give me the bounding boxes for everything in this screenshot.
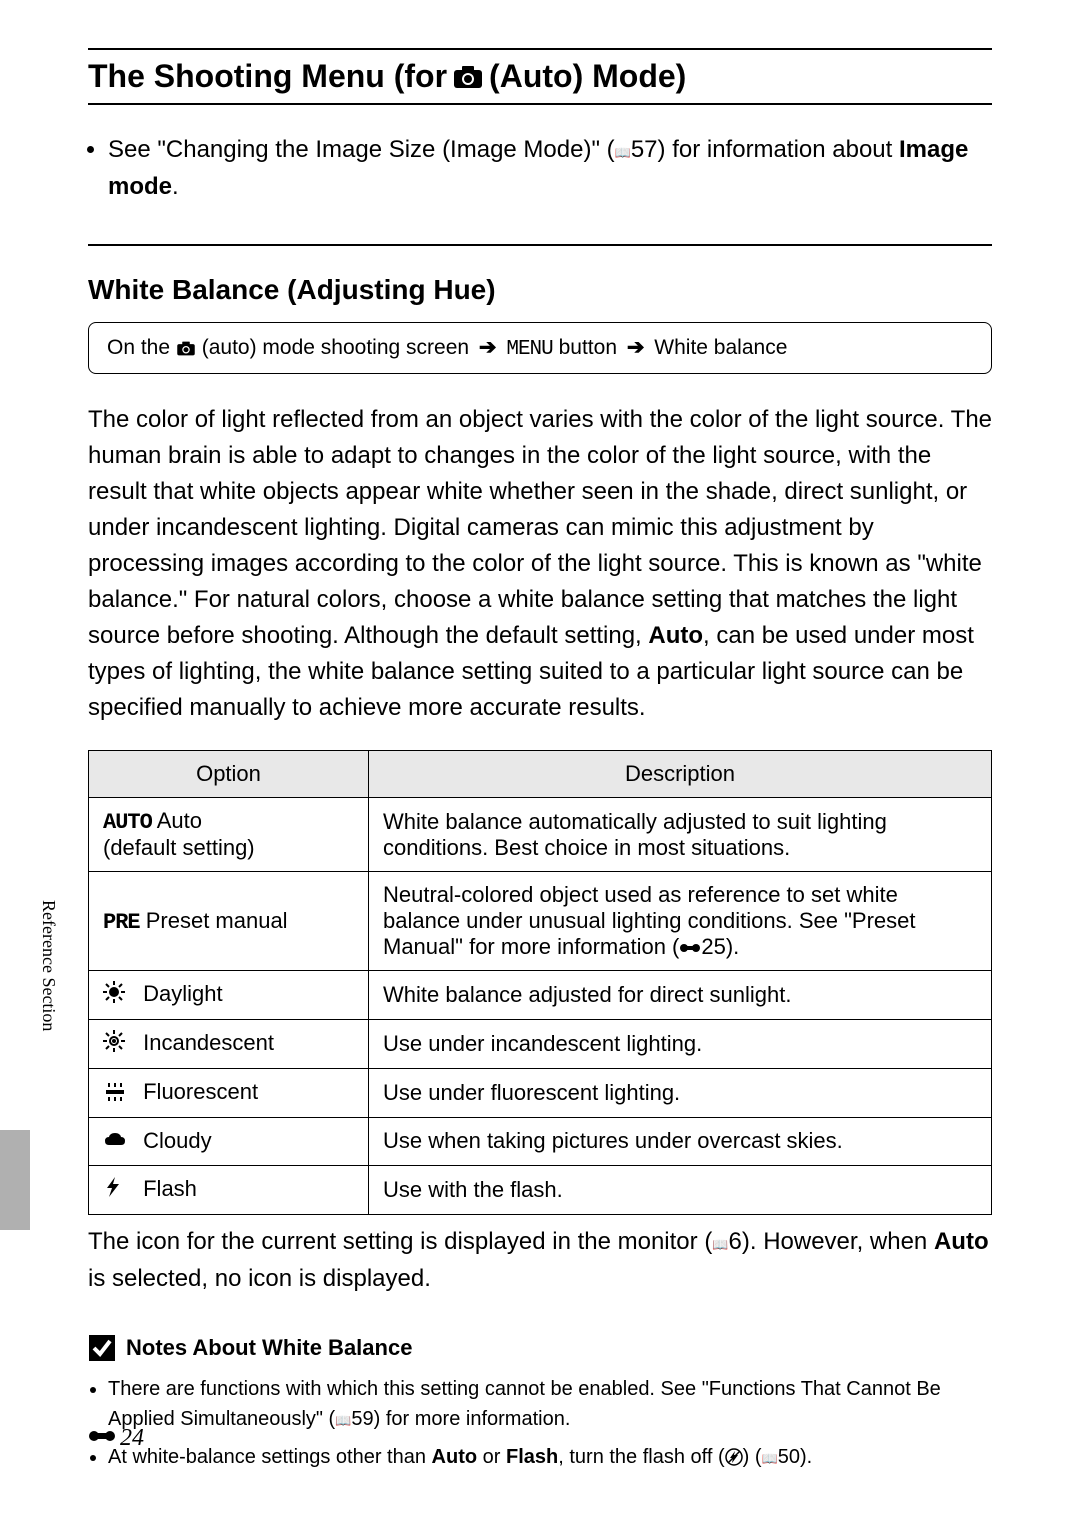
table-row: Fluorescent Use under fluorescent lighti… [89, 1069, 992, 1117]
flash-icon [103, 1176, 137, 1204]
desc-cell: White balance adjusted for direct sunlig… [369, 971, 992, 1020]
book-icon: 📖 [615, 145, 631, 160]
sidebar-section-label: Reference Section [38, 900, 59, 1031]
desc-cell: Use under incandescent lighting. [369, 1020, 992, 1069]
option-cell: Incandescent [89, 1020, 369, 1069]
title-suffix: (Auto) Mode) [489, 58, 686, 95]
col-option: Option [89, 751, 369, 798]
section-heading: White Balance (Adjusting Hue) [88, 274, 992, 306]
arrow-right-icon: ➔ [479, 336, 497, 359]
fluorescent-icon [103, 1081, 137, 1107]
intro-list: See "Changing the Image Size (Image Mode… [88, 133, 992, 204]
col-description: Description [369, 751, 992, 798]
table-header-row: Option Description [89, 751, 992, 798]
flash-off-icon [725, 1446, 743, 1468]
table-row: Flash Use with the flash. [89, 1165, 992, 1214]
desc-cell: White balance automatically adjusted to … [369, 798, 992, 872]
white-balance-table: Option Description AUTO Auto (default se… [88, 750, 992, 1215]
camera-icon [176, 336, 196, 359]
option-cell: Fluorescent [89, 1069, 369, 1117]
checkmark-icon [88, 1334, 116, 1362]
navigation-path-box: On the (auto) mode shooting screen ➔ MEN… [88, 322, 992, 374]
notes-item: At white-balance settings other than Aut… [108, 1442, 992, 1474]
page-title: The Shooting Menu (for (Auto) Mode) [88, 58, 686, 95]
title-prefix: The Shooting Menu (for [88, 58, 447, 95]
sun-icon [103, 981, 137, 1009]
desc-cell: Neutral-colored object used as reference… [369, 872, 992, 971]
option-cell: Flash [89, 1165, 369, 1214]
notes-item: There are functions with which this sett… [108, 1374, 992, 1436]
camera-icon [453, 65, 483, 89]
menu-button-label: MENU [506, 338, 552, 361]
notes-title: Notes About White Balance [126, 1335, 412, 1361]
table-row: PRE Preset manual Neutral-colored object… [89, 872, 992, 971]
desc-cell: Use under fluorescent lighting. [369, 1069, 992, 1117]
option-cell: Daylight [89, 971, 369, 1020]
option-cell: Cloudy [89, 1117, 369, 1165]
table-row: AUTO Auto (default setting) White balanc… [89, 798, 992, 872]
section-divider [88, 244, 992, 246]
after-table-paragraph: The icon for the current setting is disp… [88, 1225, 992, 1296]
notes-heading: Notes About White Balance [88, 1334, 992, 1362]
page-number: 24 [88, 1425, 144, 1452]
desc-cell: Use when taking pictures under overcast … [369, 1117, 992, 1165]
page-tab [0, 1130, 30, 1230]
reference-link-icon [679, 934, 701, 959]
page-title-bar: The Shooting Menu (for (Auto) Mode) [88, 48, 992, 105]
bulb-icon [103, 1030, 137, 1058]
cloud-icon [103, 1129, 137, 1155]
option-cell: PRE Preset manual [89, 872, 369, 971]
table-row: Incandescent Use under incandescent ligh… [89, 1020, 992, 1069]
book-icon: 📖 [335, 1413, 351, 1428]
book-icon: 📖 [762, 1451, 778, 1466]
body-paragraph: The color of light reflected from an obj… [88, 402, 992, 726]
option-cell: AUTO Auto (default setting) [89, 798, 369, 872]
notes-list: There are functions with which this sett… [88, 1374, 992, 1474]
intro-bullet: See "Changing the Image Size (Image Mode… [108, 133, 992, 204]
desc-cell: Use with the flash. [369, 1165, 992, 1214]
reference-link-icon [88, 1425, 116, 1452]
arrow-right-icon: ➔ [627, 336, 645, 359]
table-row: Cloudy Use when taking pictures under ov… [89, 1117, 992, 1165]
table-row: Daylight White balance adjusted for dire… [89, 971, 992, 1020]
book-icon: 📖 [712, 1237, 728, 1252]
